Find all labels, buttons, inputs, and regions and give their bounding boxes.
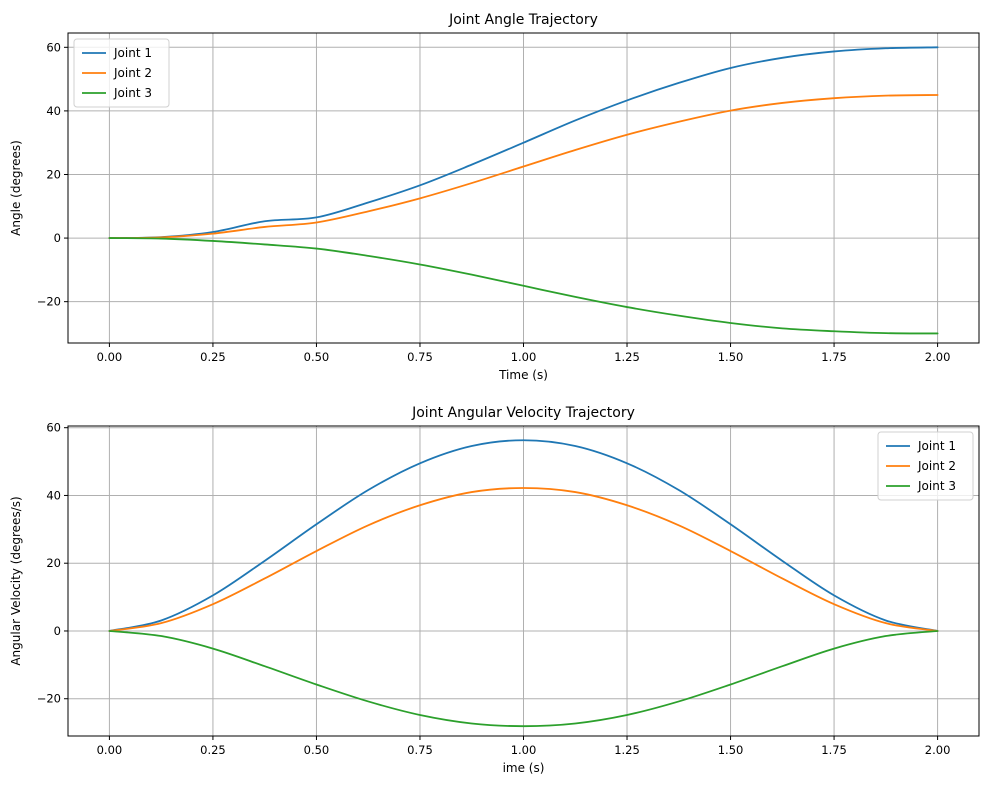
legend-box (877, 431, 974, 501)
legend-label: Joint 3 (917, 479, 956, 493)
series-line-joint-1 (108, 439, 939, 632)
series-line-joint-3 (108, 237, 939, 335)
y-tick-label: 40 (46, 104, 61, 118)
x-tick-label: 0.00 (97, 743, 123, 757)
x-tick-label: 0.00 (97, 350, 123, 364)
y-tick-label: 0 (54, 231, 61, 245)
legend-label: Joint 1 (917, 439, 956, 453)
legend-label: Joint 1 (113, 46, 152, 60)
y-axis-label: Angle (degrees) (9, 140, 23, 236)
legend: Joint 1 Joint 2 Joint 3 (73, 38, 170, 108)
x-tick-label: 0.25 (200, 743, 226, 757)
x-tick-label: 0.25 (200, 350, 226, 364)
chart-panel-2: 0.00 0.25 0.50 0.75 1.00 1.25 1.50 1.75 2.00 −20 0… (9, 405, 980, 775)
x-tick-label: 1.50 (718, 743, 744, 757)
y-tick-label: 0 (54, 624, 61, 638)
chart-title: Joint Angle Trajectory (448, 12, 598, 28)
series-line-joint-2 (108, 487, 939, 632)
series-line-joint-1 (108, 46, 939, 239)
y-tick-label: 20 (46, 167, 61, 181)
x-tick-label: 0.75 (407, 743, 433, 757)
legend-label: Joint 2 (113, 66, 152, 80)
legend-label: Joint 3 (113, 86, 152, 100)
legend-label: Joint 2 (917, 459, 956, 473)
series-line-joint-2 (108, 94, 939, 239)
y-tick-label: 60 (46, 40, 61, 54)
x-axis-label: ime (s) (503, 761, 545, 775)
x-tick-label: 1.00 (511, 350, 537, 364)
x-tick-label: 2.00 (925, 350, 951, 364)
x-axis-label: Time (s) (498, 368, 548, 382)
x-tick-label: 0.75 (407, 350, 433, 364)
legend: Joint 1 Joint 2 Joint 3 (877, 431, 974, 501)
x-tick-label: 1.25 (614, 743, 640, 757)
x-tick-label: 1.00 (511, 743, 537, 757)
x-tick-label: 1.50 (718, 350, 744, 364)
y-tick-label: 40 (46, 488, 61, 502)
chart-title: Joint Angular Velocity Trajectory (411, 405, 635, 421)
y-axis-label: Angular Velocity (degrees/s) (9, 496, 23, 665)
x-tick-label: 1.75 (821, 743, 847, 757)
series-line-joint-3 (108, 630, 939, 728)
y-tick-label: −20 (37, 295, 61, 309)
legend-box (73, 38, 170, 108)
y-tick-label: −20 (37, 692, 61, 706)
y-tick-label: 20 (46, 556, 61, 570)
x-tick-label: 2.00 (925, 743, 951, 757)
chart-panel-1: 0.00 0.25 0.50 0.75 1.00 1.25 1.50 1.75 2.00 −20 0… (9, 12, 980, 382)
x-tick-label: 1.75 (821, 350, 847, 364)
x-tick-label: 1.25 (614, 350, 640, 364)
y-tick-label: 60 (46, 421, 61, 435)
x-tick-label: 0.50 (304, 350, 330, 364)
x-tick-label: 0.50 (304, 743, 330, 757)
